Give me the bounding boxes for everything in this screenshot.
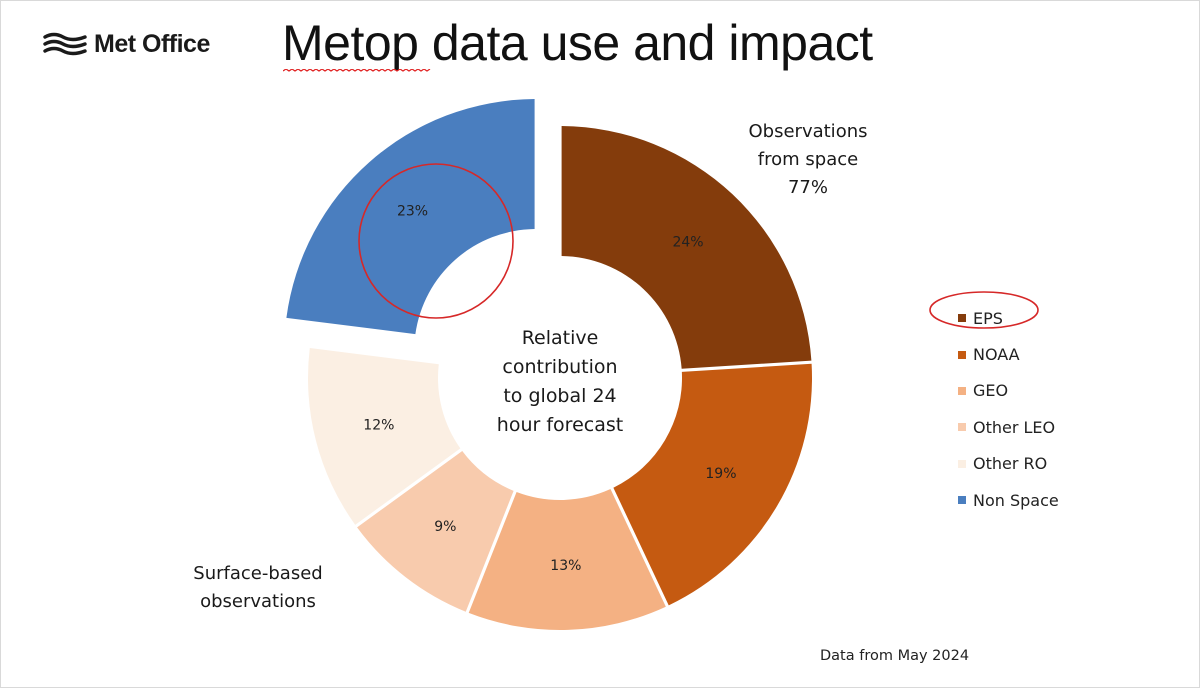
legend-item-other-ro: Other RO (958, 446, 1059, 482)
legend-swatch (958, 423, 966, 432)
slice-value-label: 24% (672, 235, 703, 251)
legend-item-other-leo: Other LEO (958, 409, 1059, 445)
legend-swatch (958, 314, 966, 323)
eps-highlight-circle (358, 163, 514, 319)
legend-swatch (958, 350, 966, 359)
donut-slice-geo (468, 489, 666, 630)
legend-item-eps: EPS (958, 300, 1059, 336)
center-text-line: hour forecast (497, 414, 623, 436)
slice-value-label: 9% (434, 519, 456, 535)
space-annotation-line: 77% (787, 177, 828, 198)
legend-item-noaa: NOAA (958, 336, 1059, 372)
footnote: Data from May 2024 (820, 648, 970, 664)
spellcheck-underline (283, 69, 431, 72)
surface-annotation-line: Surface-based (193, 563, 323, 584)
donut-slice-other-leo (357, 450, 514, 612)
legend-label: Other LEO (973, 417, 1056, 437)
legend-highlight-circle (929, 291, 1039, 329)
space-annotation-line: Observations (748, 121, 868, 142)
slice-value-label: 23% (397, 204, 428, 220)
donut-slice-non-space (286, 99, 535, 335)
center-text-line: Relative (522, 327, 599, 349)
donut-slice-other-ro (307, 348, 461, 525)
donut-slice-eps (561, 126, 812, 369)
legend-swatch (958, 459, 966, 468)
legend-swatch (958, 386, 966, 395)
page-title: Metop data use and impact (282, 15, 873, 71)
legend-label: Other RO (973, 454, 1048, 474)
wave-logo-icon (43, 32, 87, 56)
slice-value-label: 19% (705, 466, 736, 482)
met-office-logo: Met Office (42, 27, 210, 61)
legend-label: NOAA (973, 345, 1020, 365)
legend-label: Non Space (973, 490, 1059, 510)
donut-slice-noaa (613, 363, 812, 606)
surface-annotation: Surface-based observations (178, 560, 338, 616)
center-text-line: to global 24 (503, 385, 616, 407)
center-text-line: contribution (502, 356, 617, 378)
legend-swatch (958, 496, 966, 505)
legend-item-geo: GEO (958, 373, 1059, 409)
legend-label: EPS (973, 308, 1003, 328)
space-annotation: Observations from space 77% (728, 118, 888, 202)
legend-item-non-space: Non Space (958, 482, 1059, 518)
legend-label: GEO (973, 381, 1009, 401)
slice-value-label: 13% (550, 558, 581, 574)
logo-text: Met Office (94, 29, 210, 58)
surface-annotation-line: observations (200, 591, 316, 612)
chart-legend: EPS NOAA GEO Other LEO Other RO Non Space (958, 300, 1059, 518)
slice-value-label: 12% (363, 418, 394, 434)
space-annotation-line: from space (757, 149, 859, 170)
